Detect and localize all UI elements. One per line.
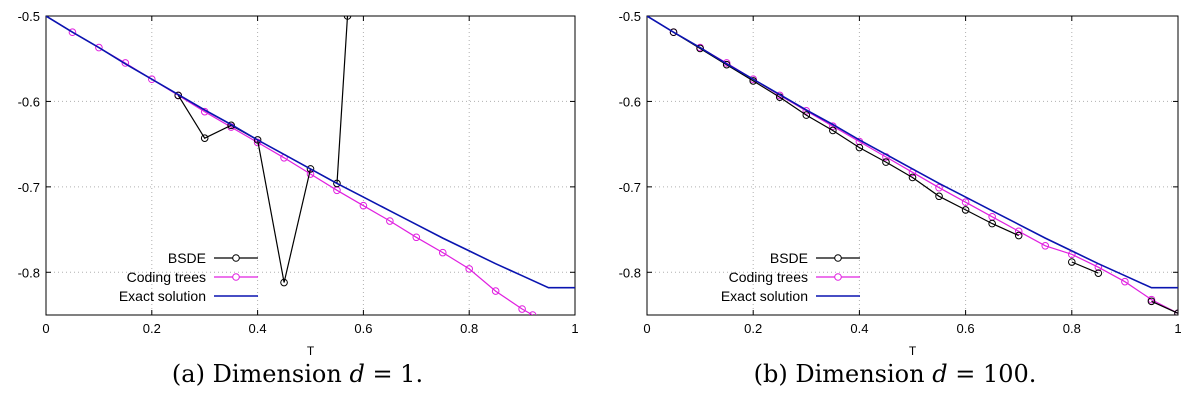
x-tick-label: 0.6 xyxy=(354,321,372,336)
data-point-bsde xyxy=(935,192,943,201)
y-tick-label: -0.5 xyxy=(18,9,40,24)
data-point-coding-trees xyxy=(412,233,421,242)
legend-label-bsde: BSDE xyxy=(168,250,206,266)
caption-a-variable: d xyxy=(349,360,365,388)
data-point-bsde xyxy=(669,28,678,37)
caption-b-rest: = 100. xyxy=(947,360,1037,388)
data-point-bsde xyxy=(306,165,315,173)
data-point-bsde xyxy=(174,91,183,100)
data-point-coding-trees xyxy=(528,311,537,315)
data-point-coding-trees xyxy=(148,75,156,84)
legend-label-exact-solution: Exact solution xyxy=(119,288,206,304)
x-tick-label: 0.8 xyxy=(460,321,478,336)
data-point-bsde xyxy=(253,136,262,144)
data-point-bsde xyxy=(280,278,288,287)
data-point-bsde xyxy=(722,60,731,69)
data-point-bsde xyxy=(200,134,209,142)
x-tick-label: 0 xyxy=(42,321,49,336)
y-tick-label: -0.6 xyxy=(18,94,40,109)
legend-marker-coding-trees xyxy=(834,273,842,281)
x-axis-label: T xyxy=(307,344,315,358)
legend-label-exact-solution: Exact solution xyxy=(721,288,808,304)
data-point-bsde xyxy=(855,143,864,152)
y-tick-label: -0.7 xyxy=(619,180,641,195)
legend-marker-bsde xyxy=(834,254,842,262)
data-point-coding-trees xyxy=(386,217,394,225)
caption-b-variable: d xyxy=(932,360,948,388)
plot-area xyxy=(647,16,1178,315)
series-line-exact-solution xyxy=(647,16,1178,289)
series-line-bsde xyxy=(1151,300,1178,314)
x-tick-label: 0.4 xyxy=(850,321,868,336)
series-line-exact-solution xyxy=(46,16,575,289)
x-tick-label: 0.6 xyxy=(957,321,975,336)
caption-a: (a) Dimension d = 1. xyxy=(0,360,595,388)
x-axis-label: T xyxy=(909,344,917,358)
data-point-coding-trees xyxy=(95,43,103,52)
data-point-bsde xyxy=(333,179,341,188)
x-tick-label: 0 xyxy=(643,321,650,336)
x-tick-label: 1 xyxy=(571,321,578,336)
legend-label-bsde: BSDE xyxy=(770,250,808,266)
data-point-bsde xyxy=(696,44,704,53)
y-tick-label: -0.6 xyxy=(619,94,641,109)
data-point-coding-trees xyxy=(935,183,943,192)
chart-b-svg: 0 0.2 0.4 0.6 0.8 1 -0.5 -0.6 -0.7 -0.8 T BSDE Codin… xyxy=(619,9,1182,358)
x-tick-label: 1 xyxy=(1174,321,1181,336)
data-point-coding-trees xyxy=(518,305,526,313)
data-point-coding-trees xyxy=(68,28,77,37)
caption-a-rest: = 1. xyxy=(364,360,424,388)
series-line-coding-trees xyxy=(647,16,1178,314)
y-tick-label: -0.5 xyxy=(619,9,641,24)
data-point-bsde xyxy=(1014,231,1023,240)
caption-b-prefix: (b) Dimension xyxy=(753,360,933,388)
x-tick-label: 0.2 xyxy=(744,321,762,336)
data-point-coding-trees xyxy=(961,198,970,207)
data-point-bsde xyxy=(961,206,970,214)
plot-frame xyxy=(45,15,576,316)
data-point-bsde xyxy=(908,173,917,182)
data-point-coding-trees xyxy=(802,107,811,115)
chart-panel-a: 0 0.2 0.4 0.6 0.8 1 -0.5 -0.6 -0.7 -0.8 T BSDE Codin… xyxy=(0,9,595,388)
legend-label-coding-trees: Coding trees xyxy=(127,269,206,285)
legend-marker-coding-trees xyxy=(232,273,240,281)
x-tick-label: 0.2 xyxy=(143,321,161,336)
data-point-coding-trees xyxy=(1041,242,1050,250)
data-point-coding-trees xyxy=(359,201,368,210)
data-point-bsde xyxy=(1068,258,1076,266)
data-point-bsde xyxy=(988,219,996,228)
x-tick-label: 0.4 xyxy=(249,321,267,336)
chart-a-svg: 0 0.2 0.4 0.6 0.8 1 -0.5 -0.6 -0.7 -0.8 T BSDE Codin… xyxy=(18,9,579,358)
data-point-bsde xyxy=(829,126,837,135)
data-point-bsde xyxy=(802,111,811,119)
y-tick-label: -0.7 xyxy=(18,180,40,195)
data-point-coding-trees xyxy=(1121,277,1129,286)
series-line-bsde xyxy=(177,16,349,283)
data-point-bsde xyxy=(1174,309,1178,315)
data-point-coding-trees xyxy=(465,265,474,273)
plot-area xyxy=(46,16,575,315)
data-point-coding-trees xyxy=(121,59,130,67)
caption-b: (b) Dimension d = 100. xyxy=(600,360,1190,388)
plot-frame xyxy=(646,15,1179,316)
data-point-coding-trees xyxy=(491,287,500,295)
series-line-bsde xyxy=(1071,261,1099,274)
data-point-coding-trees xyxy=(438,248,447,257)
legend-marker-bsde xyxy=(232,254,240,262)
series-line-bsde xyxy=(673,31,1019,237)
caption-a-prefix: (a) Dimension xyxy=(171,360,350,388)
data-point-bsde xyxy=(1147,297,1156,306)
y-tick-label: -0.8 xyxy=(619,265,641,280)
data-point-coding-trees xyxy=(1014,227,1023,236)
chart-panel-b: 0 0.2 0.4 0.6 0.8 1 -0.5 -0.6 -0.7 -0.8 T BSDE Codin… xyxy=(600,0,1190,406)
data-point-bsde xyxy=(227,121,235,130)
data-point-bsde xyxy=(343,16,352,20)
data-point-bsde xyxy=(882,158,890,166)
y-tick-label: -0.8 xyxy=(18,265,40,280)
data-point-bsde xyxy=(1094,269,1103,277)
legend-label-coding-trees: Coding trees xyxy=(729,269,808,285)
x-tick-label: 0.8 xyxy=(1063,321,1081,336)
